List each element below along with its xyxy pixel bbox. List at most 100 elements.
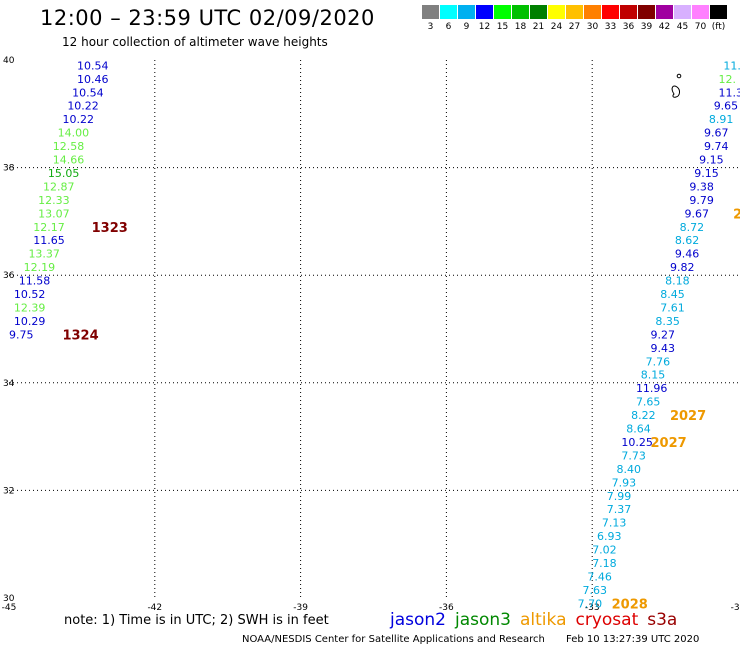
wave-height-value: 7.99 <box>607 490 632 503</box>
color-tick-label: (ft) <box>711 22 726 32</box>
wave-height-value: 10.46 <box>77 73 109 86</box>
wave-height-value: 10.22 <box>62 113 94 126</box>
wave-height-value: 9.27 <box>651 328 676 341</box>
pass-time-label: 2028 <box>612 597 648 612</box>
wave-height-value: 9.15 <box>699 154 724 167</box>
wave-height-value: 13.37 <box>28 248 60 261</box>
lon-tick-label: -30 <box>731 603 740 613</box>
color-tick-label: 12 <box>478 22 491 32</box>
legend-item-jason3: jason3 <box>455 610 511 630</box>
color-swatch <box>602 5 619 19</box>
lon-tick-label: -39 <box>293 603 308 613</box>
color-tick-label: 6 <box>445 22 452 32</box>
wave-height-labels: 10.5410.4610.5410.2210.2214.0012.5814.66… <box>9 59 740 612</box>
wave-height-value: 7.37 <box>607 503 632 516</box>
color-swatch <box>476 5 493 19</box>
color-tick-label: 33 <box>604 22 617 32</box>
axis-labels: -45 -42 -39 -36 -33 -30 40 38 36 34 32 30 <box>2 56 740 613</box>
wave-height-value: 10.29 <box>14 315 46 328</box>
color-tick-label: 39 <box>640 22 653 32</box>
wave-height-value: 11.65 <box>33 234 65 247</box>
wave-height-value: 10.54 <box>72 86 104 99</box>
lon-tick-label: -33 <box>585 603 600 613</box>
wave-height-value: 12.87 <box>43 180 75 193</box>
wave-height-value: 7.63 <box>582 584 607 597</box>
wave-height-value: 7.93 <box>612 476 637 489</box>
pass-time-label: 2027 <box>651 436 687 451</box>
color-swatch <box>494 5 511 19</box>
footer-credit: NOAA/NESDIS Center for Satellite Applica… <box>242 634 545 645</box>
wave-height-value: 8.64 <box>626 423 651 436</box>
color-swatch <box>656 5 673 19</box>
color-tick-label: 9 <box>463 22 470 32</box>
wave-height-value: 13.07 <box>38 207 70 220</box>
lon-tick-label: -42 <box>147 603 162 613</box>
wave-height-value: 8.22 <box>631 409 656 422</box>
lon-tick-label: -36 <box>439 603 454 613</box>
wave-height-value: 8.35 <box>655 315 680 328</box>
wave-height-value: 9.82 <box>670 261 695 274</box>
color-swatch <box>512 5 529 19</box>
islet-shape <box>676 73 682 79</box>
wave-height-value: 10.54 <box>77 59 109 72</box>
wave-height-value: 9.74 <box>704 140 729 153</box>
color-swatch <box>566 5 583 19</box>
wave-height-value: 9.67 <box>704 127 729 140</box>
pass-time-label: 1323 <box>92 221 128 236</box>
color-tick-label: 42 <box>658 22 671 32</box>
color-swatch <box>548 5 565 19</box>
color-swatch <box>620 5 637 19</box>
color-swatch <box>422 5 439 19</box>
wave-height-value: 10.25 <box>621 436 653 449</box>
wave-height-value: 7.65 <box>636 396 661 409</box>
wave-height-value: 8.72 <box>680 221 705 234</box>
footer: NOAA/NESDIS Center for Satellite Applica… <box>242 634 717 645</box>
lat-tick-label: 38 <box>3 164 15 174</box>
grid-lines <box>9 60 738 598</box>
wave-height-value: 7.61 <box>660 301 685 314</box>
wave-height-value: 9.43 <box>651 342 676 355</box>
island-outline <box>671 73 682 98</box>
chart-subtitle: 12 hour collection of altimeter wave hei… <box>62 35 328 49</box>
wave-height-value: 9.79 <box>689 194 714 207</box>
color-tick-label: 3 <box>427 22 434 32</box>
color-swatch <box>674 5 691 19</box>
wave-height-value: 9.38 <box>689 180 714 193</box>
wave-height-value: 10.52 <box>14 288 46 301</box>
lat-tick-label: 36 <box>3 271 15 281</box>
wave-height-value: 11.3 <box>719 86 740 99</box>
wave-height-value: 9.15 <box>694 167 719 180</box>
color-tick-label: 45 <box>676 22 689 32</box>
wave-height-value: 9.65 <box>714 100 739 113</box>
wave-height-value: 7.18 <box>592 557 617 570</box>
color-tick-label: 15 <box>496 22 509 32</box>
color-swatch <box>692 5 709 19</box>
color-swatch <box>440 5 457 19</box>
color-tick-label: 70 <box>694 22 707 32</box>
color-swatch <box>710 5 727 19</box>
legend-item-s3a: s3a <box>647 610 678 630</box>
wave-height-value: 7.76 <box>646 355 671 368</box>
wave-height-value: 7.02 <box>592 544 617 557</box>
wave-height-value: 12.33 <box>38 194 70 207</box>
wave-height-value: 8.15 <box>641 369 666 382</box>
wave-height-value: 14.00 <box>58 127 90 140</box>
wave-height-value: 12.39 <box>14 301 46 314</box>
wave-height-value: 11.96 <box>636 382 668 395</box>
wave-height-value: 7.13 <box>602 517 627 530</box>
lon-tick-label: -45 <box>2 603 17 613</box>
wave-height-value: 8.18 <box>665 275 690 288</box>
chart-title: 12:00 – 23:59 UTC 02/09/2020 <box>40 6 375 30</box>
color-swatch <box>458 5 475 19</box>
wave-height-value: 7.73 <box>621 449 646 462</box>
wave-height-value: 8.45 <box>660 288 685 301</box>
color-tick-label: 24 <box>550 22 563 32</box>
wave-height-value: 15.05 <box>48 167 80 180</box>
color-tick-label: 18 <box>514 22 527 32</box>
wave-height-value: 7.46 <box>587 570 612 583</box>
wave-height-value: 8.40 <box>617 463 642 476</box>
color-swatch <box>638 5 655 19</box>
legend-item-jason2: jason2 <box>390 610 446 630</box>
wave-height-value: 14.66 <box>53 154 85 167</box>
pass-time-label: 2027 <box>670 409 706 424</box>
